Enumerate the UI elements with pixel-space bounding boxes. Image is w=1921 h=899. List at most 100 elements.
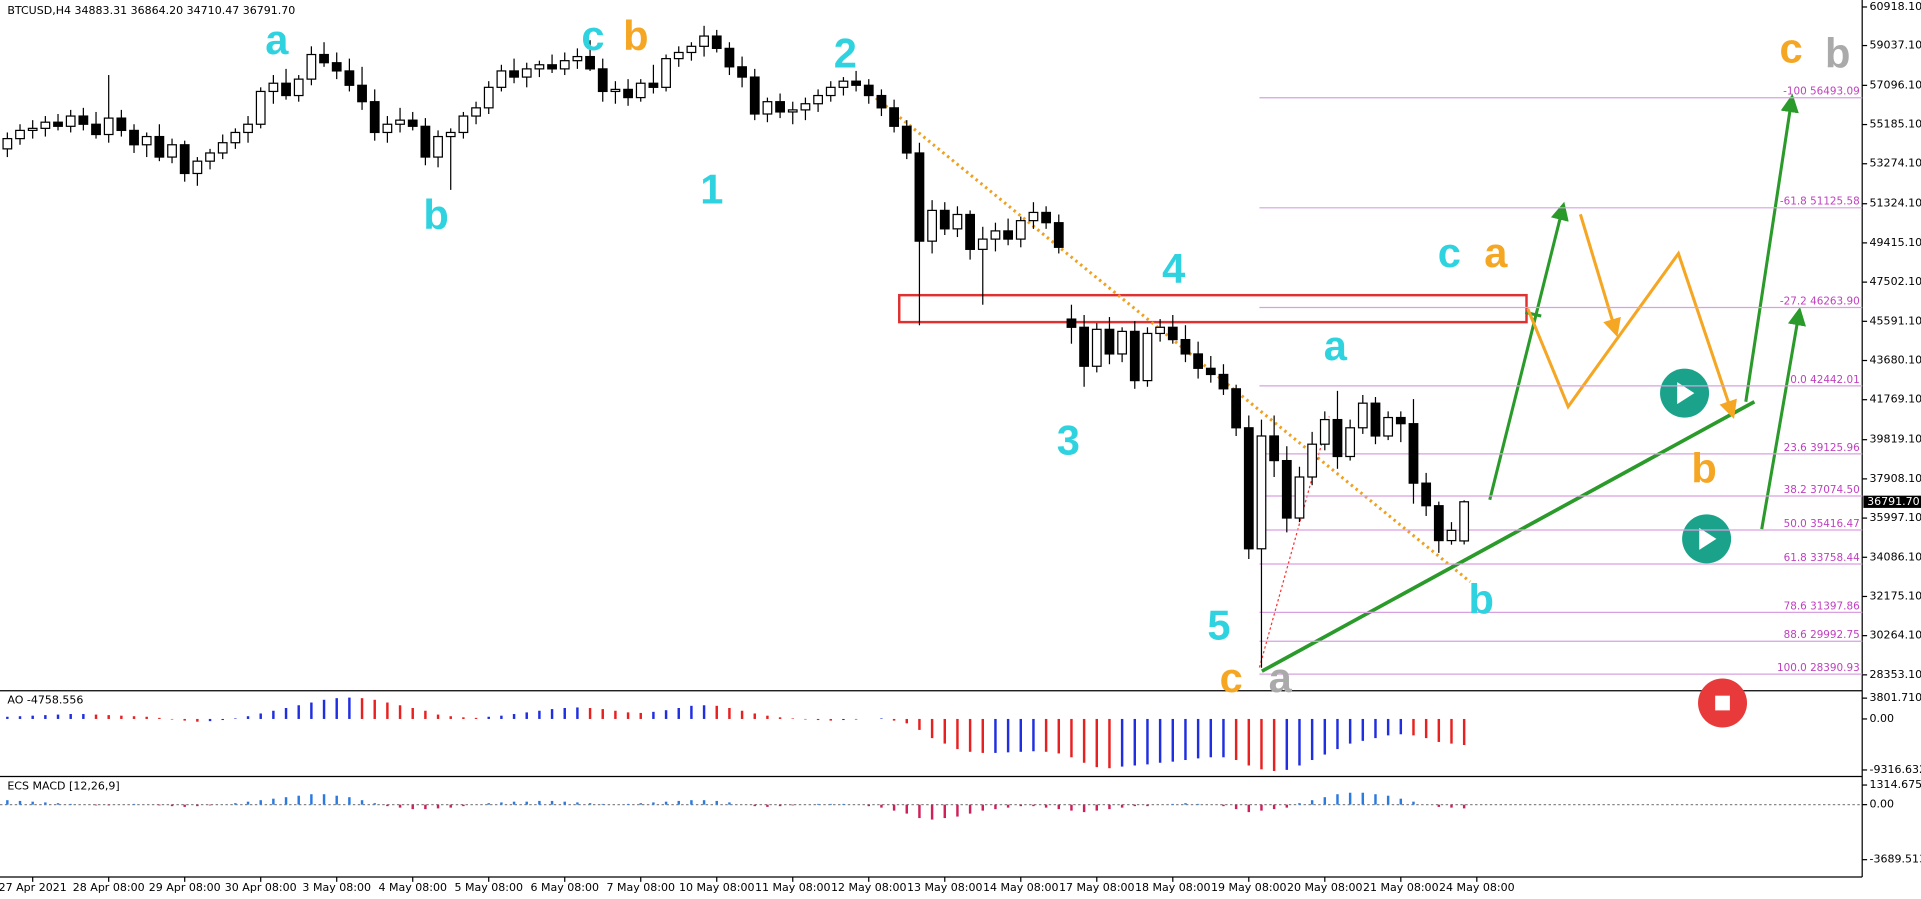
projection-arrow: [1526, 250, 1737, 420]
x-tick-label: 12 May 08:00: [831, 881, 907, 894]
wave-label: c: [1220, 654, 1243, 701]
candle-body: [1129, 330, 1140, 382]
candle-body: [1269, 435, 1280, 462]
candle-body: [711, 35, 722, 49]
candle-body: [889, 107, 899, 127]
y-tick-label: 55185.10: [1870, 118, 1921, 131]
candle-body: [927, 209, 938, 242]
candle-body: [863, 84, 874, 97]
projection-arrow: [1744, 93, 1799, 402]
candle-body: [1243, 427, 1254, 550]
candle-body: [534, 64, 545, 70]
y-tick-label: 30264.10: [1870, 629, 1921, 642]
x-tick-label: 29 Apr 08:00: [149, 881, 221, 894]
y-tick-label: -9316.632: [1870, 763, 1921, 776]
candle-body: [1332, 418, 1343, 458]
candle-body: [129, 129, 139, 146]
y-tick-label: 41769.10: [1870, 393, 1921, 406]
wave-label: a: [1484, 229, 1508, 276]
fib-label: 0.0 42442.01: [1790, 374, 1860, 386]
candle-body: [1446, 529, 1457, 542]
wave-label: a: [1269, 654, 1293, 701]
price-tag: [1863, 495, 1921, 508]
wave-label: b: [1691, 445, 1716, 492]
x-tick-label: 17 May 08:00: [1059, 881, 1135, 894]
y-tick-label: 43680.10: [1870, 354, 1921, 367]
candle-body: [610, 88, 621, 93]
x-tick-label: 30 Apr 08:00: [225, 881, 297, 894]
candle-body: [1395, 416, 1406, 425]
candle-body: [699, 35, 709, 47]
candle-body: [230, 131, 241, 144]
fib-label: -61.8 51125.58: [1780, 196, 1860, 208]
candle-body: [876, 94, 887, 109]
candle-body: [1053, 222, 1064, 248]
candle-body: [192, 160, 203, 175]
candle-body: [167, 144, 177, 158]
candle-body: [217, 142, 228, 154]
candle-body: [1345, 427, 1356, 458]
play-icon: [1682, 514, 1732, 564]
y-tick-label: 47502.10: [1870, 275, 1921, 288]
trendline: [874, 96, 1472, 583]
candle-body: [762, 101, 773, 115]
fib-label: 38.2 37074.50: [1784, 484, 1860, 496]
candle-body: [1117, 330, 1128, 355]
wave-label: a: [265, 16, 289, 63]
fib-label: 50.0 35416.47: [1784, 518, 1860, 530]
y-tick-label: 34086.10: [1870, 550, 1921, 563]
candle-body: [990, 230, 1001, 240]
candle-body: [243, 123, 253, 134]
wave-label: c: [581, 12, 604, 59]
candle-body: [205, 152, 215, 162]
candle-body: [800, 103, 811, 111]
wave-label: 1: [700, 165, 723, 212]
fib-label: -100 56493.09: [1783, 86, 1860, 98]
candle-body: [1218, 373, 1229, 390]
candle-body: [813, 94, 823, 105]
candle-body: [661, 58, 671, 88]
candle-body: [471, 107, 481, 117]
candle-body: [1015, 220, 1026, 240]
candle-body: [648, 82, 659, 88]
candle-body: [27, 127, 38, 132]
candle-body: [1079, 326, 1090, 367]
fib-label: 61.8 33758.44: [1784, 552, 1861, 564]
y-tick-label: -3689.513: [1870, 853, 1921, 866]
candle-body: [1205, 367, 1216, 376]
candle-body: [977, 238, 988, 250]
candle-body: [1307, 443, 1318, 478]
candle-body: [179, 144, 190, 175]
candle-body: [1281, 459, 1292, 519]
candle-body: [1319, 418, 1330, 445]
candle-body: [1256, 435, 1267, 550]
x-tick-label: 3 May 08:00: [302, 881, 371, 894]
candle-body: [585, 55, 595, 70]
x-tick-label: 5 May 08:00: [454, 881, 523, 894]
x-tick-label: 19 May 08:00: [1211, 881, 1287, 894]
candle-body: [40, 121, 51, 129]
y-tick-label: 49415.10: [1870, 236, 1921, 249]
y-tick-label: 28353.10: [1870, 668, 1921, 681]
wave-label: b: [1825, 29, 1850, 76]
candle-body: [1091, 328, 1102, 367]
wave-label: 4: [1162, 245, 1185, 292]
candle-body: [1193, 353, 1204, 369]
candle-body: [597, 68, 608, 93]
candle-body: [103, 117, 114, 136]
y-tick-label: 1314.6753: [1870, 778, 1921, 791]
wave-label: b: [623, 12, 648, 59]
fib-label: -27.2 46263.90: [1780, 295, 1860, 307]
projection-arrow: [1488, 201, 1569, 501]
candle-body: [65, 115, 76, 127]
fib-label: 100.0 28390.93: [1777, 662, 1860, 674]
candle-body: [724, 47, 735, 68]
y-tick-label: 59037.10: [1870, 39, 1921, 52]
candle-body: [369, 101, 380, 134]
y-tick-label: 53274.10: [1870, 157, 1921, 170]
x-tick-label: 18 May 08:00: [1135, 881, 1211, 894]
wave-label: 3: [1057, 416, 1080, 463]
candle-body: [1041, 211, 1052, 224]
candle-body: [382, 123, 393, 134]
